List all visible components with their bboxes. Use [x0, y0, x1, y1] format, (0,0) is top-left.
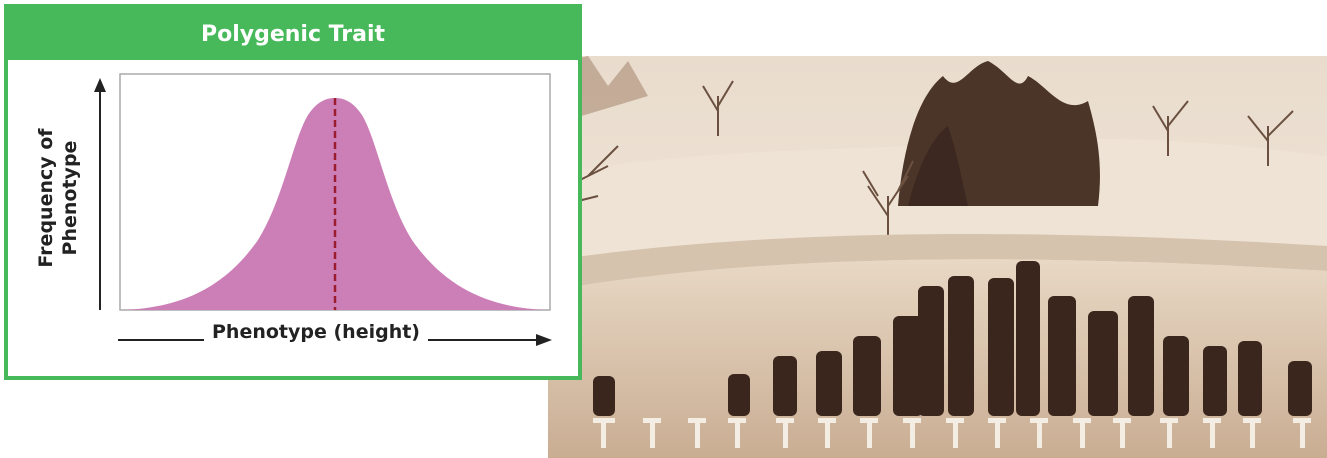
height-distribution-photo: [548, 56, 1327, 458]
y-label-line2: Phenotype: [59, 140, 81, 256]
x-arrow-head-icon: [536, 334, 552, 346]
bell-curve-diagram: [94, 73, 552, 346]
y-arrow-head-icon: [94, 78, 106, 92]
x-axis-label: Phenotype (height): [204, 321, 428, 343]
polygenic-trait-card: Polygenic Trait Frequency of Phenotype P…: [4, 4, 582, 380]
photo-scene: [548, 56, 1327, 458]
card-title: Polygenic Trait: [8, 8, 578, 60]
y-axis-label: Frequency of Phenotype: [35, 88, 81, 308]
y-label-line1: Frequency of: [35, 128, 57, 268]
